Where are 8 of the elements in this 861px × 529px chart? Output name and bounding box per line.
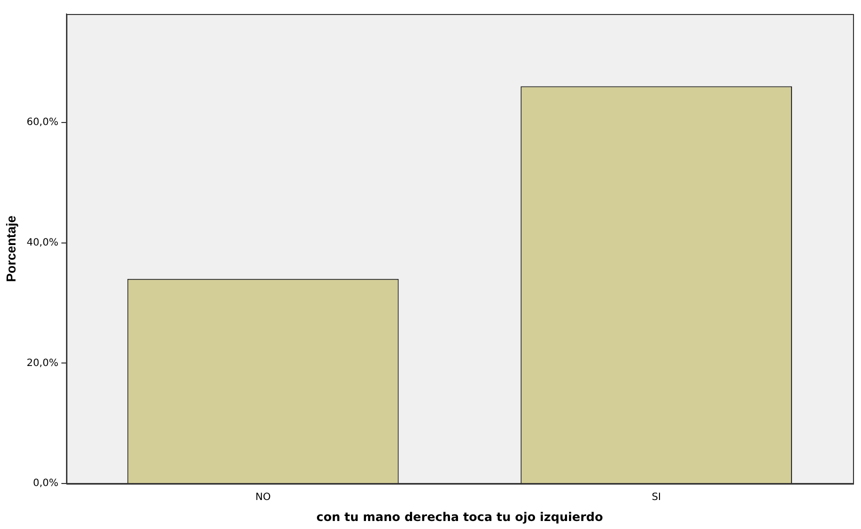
y-axis-title: Porcentaje (3, 216, 18, 282)
x-axis-title: con tu mano derecha toca tu ojo izquierdo (316, 510, 604, 524)
x-tick-label: NO (255, 492, 271, 504)
y-tick-label: 60,0% (26, 116, 58, 128)
y-tick-label: 0,0% (32, 478, 58, 490)
y-tick-label: 40,0% (26, 237, 58, 248)
y-tick-label: 20,0% (26, 358, 58, 369)
x-tick-label: SI (652, 492, 661, 504)
